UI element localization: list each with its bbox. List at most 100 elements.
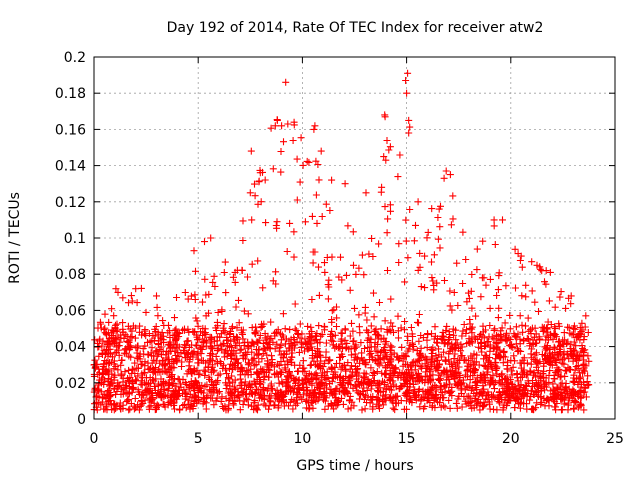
data-point bbox=[510, 352, 518, 360]
data-point bbox=[531, 339, 539, 347]
data-point bbox=[576, 373, 584, 381]
data-point bbox=[287, 340, 295, 347]
data-point bbox=[562, 380, 570, 387]
data-point bbox=[133, 299, 141, 307]
y-tick-label: 0.1 bbox=[64, 231, 86, 247]
data-point bbox=[183, 370, 191, 378]
data-point bbox=[239, 217, 247, 225]
data-point bbox=[179, 375, 187, 383]
data-point bbox=[152, 357, 160, 365]
data-point bbox=[366, 356, 374, 364]
data-point bbox=[579, 361, 587, 369]
data-point bbox=[169, 394, 177, 402]
data-point bbox=[239, 335, 247, 343]
data-point bbox=[137, 401, 145, 409]
data-point bbox=[428, 330, 435, 338]
data-point bbox=[283, 248, 291, 255]
data-point bbox=[158, 329, 166, 336]
data-point bbox=[486, 405, 494, 413]
data-point bbox=[452, 326, 460, 334]
data-point bbox=[285, 369, 293, 377]
data-point bbox=[481, 401, 489, 409]
data-point bbox=[119, 319, 127, 327]
data-point bbox=[122, 345, 130, 353]
data-point bbox=[327, 336, 335, 344]
data-point bbox=[98, 376, 106, 384]
data-point bbox=[296, 178, 304, 186]
data-point bbox=[251, 180, 258, 188]
data-point bbox=[473, 351, 481, 359]
data-point bbox=[440, 174, 448, 182]
data-point bbox=[164, 392, 172, 400]
data-point bbox=[110, 385, 118, 393]
data-point bbox=[337, 365, 345, 373]
data-point bbox=[186, 355, 194, 363]
data-point bbox=[185, 362, 193, 370]
data-point bbox=[199, 357, 207, 365]
data-point bbox=[461, 371, 469, 379]
data-point bbox=[542, 397, 550, 404]
data-point bbox=[303, 157, 311, 165]
data-point bbox=[327, 363, 335, 371]
data-point bbox=[397, 324, 405, 332]
data-point bbox=[117, 370, 125, 378]
data-point bbox=[395, 334, 402, 342]
data-point bbox=[158, 381, 166, 389]
data-point bbox=[394, 312, 402, 320]
data-point bbox=[495, 304, 503, 312]
data-point bbox=[129, 366, 137, 374]
data-point bbox=[320, 390, 328, 398]
data-point bbox=[397, 374, 405, 382]
data-point bbox=[462, 256, 470, 263]
data-point bbox=[327, 385, 335, 393]
data-point bbox=[491, 325, 499, 333]
data-point bbox=[294, 376, 302, 384]
data-point bbox=[445, 335, 452, 343]
data-point bbox=[473, 374, 481, 382]
data-point bbox=[419, 387, 427, 395]
data-point bbox=[511, 245, 519, 253]
data-point bbox=[557, 372, 565, 380]
data-point bbox=[395, 240, 403, 248]
data-point bbox=[290, 375, 298, 383]
data-point bbox=[389, 404, 397, 412]
data-point bbox=[355, 264, 363, 272]
data-point bbox=[421, 402, 429, 410]
data-point bbox=[352, 341, 360, 349]
data-point bbox=[252, 323, 260, 331]
data-point bbox=[545, 297, 553, 305]
data-point bbox=[427, 346, 435, 354]
data-point bbox=[95, 365, 103, 373]
data-point bbox=[362, 189, 370, 197]
data-point bbox=[361, 303, 369, 311]
data-point bbox=[478, 348, 486, 356]
data-point bbox=[332, 394, 340, 402]
data-point bbox=[369, 253, 377, 260]
data-point bbox=[220, 269, 228, 276]
data-point bbox=[502, 375, 510, 382]
data-point bbox=[338, 394, 345, 402]
data-point bbox=[528, 258, 536, 266]
data-point bbox=[508, 367, 516, 375]
data-point bbox=[171, 405, 178, 413]
data-point bbox=[339, 353, 347, 360]
data-point bbox=[470, 360, 478, 368]
data-point bbox=[333, 303, 340, 311]
data-point bbox=[514, 377, 522, 385]
data-point bbox=[201, 368, 209, 376]
data-point bbox=[313, 361, 321, 369]
data-point bbox=[423, 234, 431, 242]
data-point bbox=[286, 326, 294, 334]
data-point bbox=[142, 381, 150, 389]
data-point bbox=[218, 393, 226, 401]
data-point bbox=[159, 332, 167, 340]
data-point bbox=[372, 325, 380, 333]
data-point bbox=[357, 339, 365, 347]
data-point bbox=[416, 249, 424, 257]
data-point bbox=[523, 359, 531, 367]
data-point bbox=[439, 333, 447, 341]
data-point bbox=[194, 359, 202, 367]
data-point bbox=[528, 287, 536, 295]
data-point bbox=[377, 188, 385, 196]
data-point bbox=[317, 332, 325, 340]
